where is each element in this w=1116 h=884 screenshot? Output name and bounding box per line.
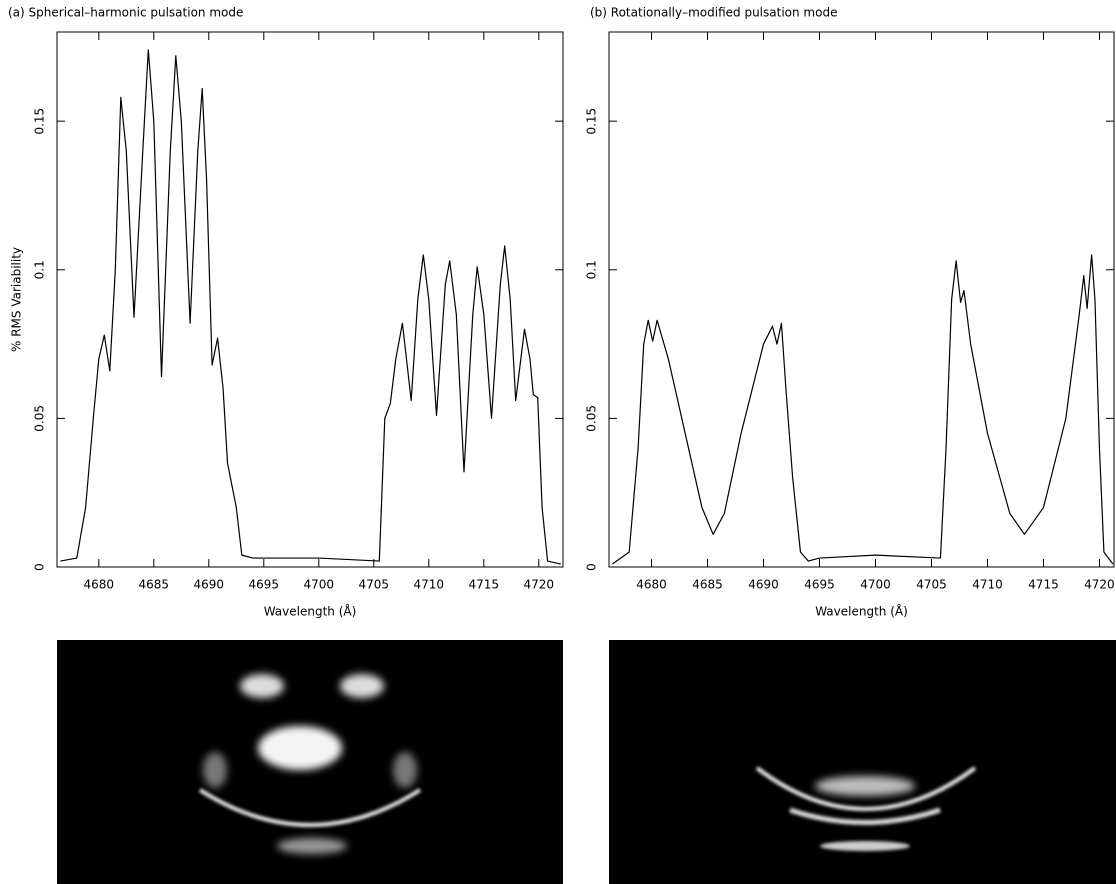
chart-title: (b) Rotationally–modified pulsation mode [590,6,837,20]
blob [258,726,342,770]
blob [240,674,284,698]
data-line [60,49,561,565]
x-tick-label: 4705 [359,578,390,592]
x-axis-label: Wavelength (Å) [815,604,908,619]
y-tick-label: 0.1 [585,260,599,279]
y-tick-label: 0.05 [33,405,47,432]
blob [820,841,910,851]
x-tick-label: 4700 [304,578,335,592]
data-line [612,254,1114,565]
x-tick-label: 4720 [524,578,555,592]
arc [755,766,977,811]
plot-frame [56,31,564,568]
y-tick-label: 0.15 [33,108,47,135]
x-tick-label: 4705 [916,578,947,592]
blob [393,752,417,788]
x-tick-label: 4685 [692,578,723,592]
x-tick-label: 4680 [84,578,115,592]
x-tick-label: 4715 [1028,578,1059,592]
blob [203,752,227,788]
x-tick-label: 4685 [139,578,170,592]
y-tick-label: 0 [33,563,47,571]
map-left [57,640,563,884]
x-axis-label: Wavelength (Å) [264,604,357,619]
arc [198,788,422,827]
y-axis-label: % RMS Variability [10,247,24,352]
x-tick-label: 4690 [194,578,225,592]
blob [277,838,347,854]
y-tick-label: 0 [585,563,599,571]
x-tick-label: 4720 [1084,578,1115,592]
x-tick-label: 4695 [804,578,835,592]
blob [340,674,384,698]
x-tick-label: 4680 [636,578,667,592]
arc [789,807,941,825]
y-tick-label: 0.05 [585,405,599,432]
x-tick-label: 4715 [469,578,500,592]
y-tick-label: 0.15 [585,108,599,135]
x-tick-label: 4690 [748,578,779,592]
y-tick-label: 0.1 [33,260,47,279]
x-tick-label: 4700 [860,578,891,592]
chart-title: (a) Spherical–harmonic pulsation mode [8,6,243,20]
plot-frame [608,31,1115,568]
x-tick-label: 4710 [972,578,1003,592]
x-tick-label: 4695 [249,578,280,592]
x-tick-label: 4710 [414,578,445,592]
map-right [609,640,1116,884]
blob [815,776,915,796]
